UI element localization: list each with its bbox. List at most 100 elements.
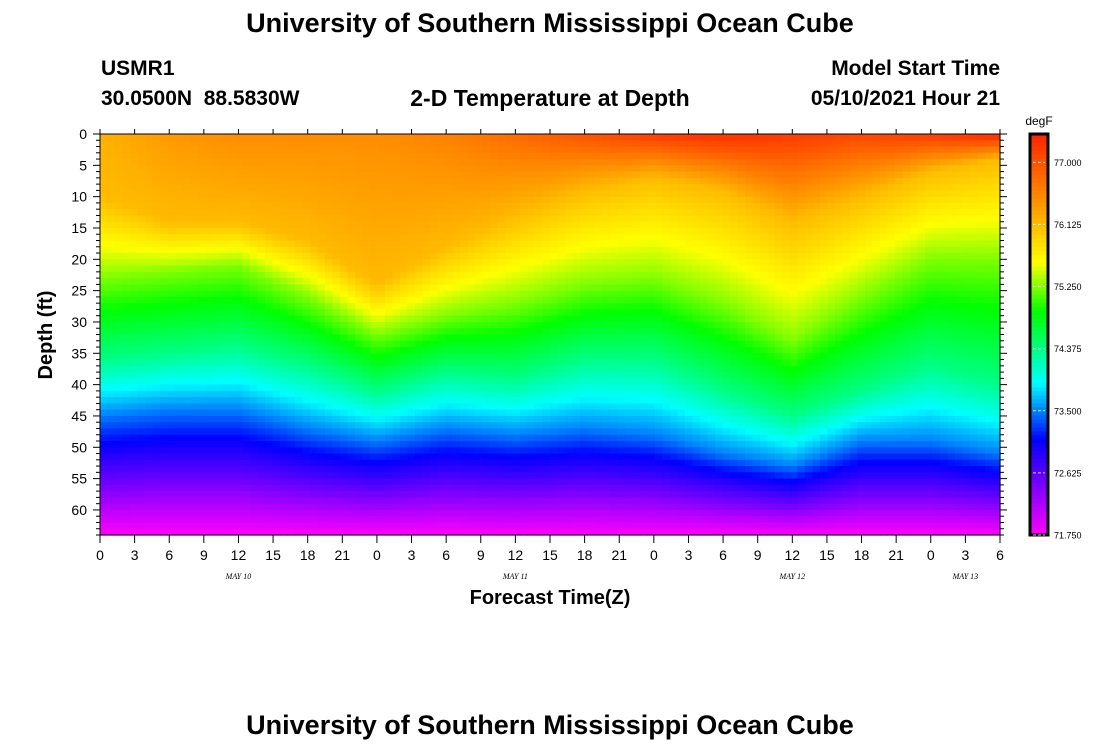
heatmap-cell (640, 428, 649, 436)
heatmap-cell (490, 453, 499, 461)
heatmap-cell (205, 415, 214, 423)
heatmap-cell (122, 271, 131, 279)
heatmap-cell (167, 315, 176, 323)
heatmap-cell (130, 347, 139, 354)
heatmap-cell (370, 415, 379, 423)
heatmap-cell (182, 378, 191, 386)
heatmap-cell (520, 309, 529, 317)
heatmap-cell (115, 171, 124, 179)
heatmap-cell (115, 165, 124, 173)
heatmap-cell (595, 478, 604, 486)
heatmap-cell (220, 516, 229, 524)
heatmap-cell (235, 484, 244, 492)
heatmap-cell (340, 347, 349, 354)
heatmap-cell (205, 503, 214, 511)
heatmap-cell (550, 152, 559, 160)
heatmap-cell (677, 422, 686, 430)
heatmap-cell (265, 165, 274, 173)
heatmap-cell (332, 359, 341, 367)
heatmap-cell (212, 146, 221, 154)
heatmap-cell (227, 303, 236, 311)
heatmap-cell (182, 284, 191, 292)
heatmap-cell (107, 409, 116, 417)
heatmap-cell (325, 384, 334, 392)
heatmap-cell (670, 491, 679, 499)
heatmap-cell (640, 472, 649, 480)
heatmap-cell (197, 466, 206, 473)
heatmap-cell (100, 215, 109, 223)
heatmap-cell (610, 265, 619, 273)
heatmap-cell (242, 190, 251, 198)
heatmap-cell (167, 265, 176, 273)
heatmap-cell (385, 165, 394, 173)
heatmap-cell (497, 165, 506, 173)
heatmap-cell (190, 365, 199, 373)
heatmap-cell (205, 284, 214, 292)
heatmap-cell (542, 284, 551, 292)
heatmap-cell (595, 196, 604, 204)
heatmap-cell (452, 271, 461, 279)
heatmap-cell (340, 497, 349, 505)
heatmap-cell (257, 140, 266, 148)
heatmap-cell (655, 221, 664, 229)
heatmap-cell (670, 184, 679, 191)
heatmap-cell (332, 321, 341, 329)
heatmap-cell (655, 459, 664, 467)
heatmap-cell (520, 284, 529, 292)
heatmap-cell (527, 466, 536, 473)
heatmap-cell (310, 484, 319, 492)
heatmap-cell (475, 234, 484, 242)
heatmap-cell (167, 253, 176, 260)
heatmap-cell (602, 516, 611, 524)
heatmap-cell (595, 347, 604, 354)
heatmap-cell (617, 234, 626, 242)
heatmap-cell (302, 290, 311, 298)
heatmap-cell (295, 303, 304, 311)
heatmap-cell (677, 459, 686, 467)
heatmap-cell (167, 321, 176, 329)
heatmap-cell (437, 447, 446, 455)
heatmap-cell (407, 278, 416, 285)
heatmap-cell (452, 152, 461, 160)
heatmap-cell (662, 353, 671, 361)
heatmap-cell (655, 503, 664, 511)
heatmap-cell (250, 441, 259, 448)
heatmap-cell (452, 190, 461, 198)
heatmap-cell (295, 190, 304, 198)
heatmap-cell (520, 253, 529, 260)
heatmap-cell (655, 202, 664, 210)
heatmap-cell (355, 516, 364, 524)
heatmap-cell (197, 491, 206, 499)
heatmap-cell (115, 140, 124, 148)
heatmap-cell (377, 447, 386, 455)
heatmap-cell (220, 478, 229, 486)
heatmap-cell (310, 259, 319, 267)
heatmap-cell (512, 453, 521, 461)
heatmap-cell (497, 152, 506, 160)
heatmap-cell (595, 240, 604, 248)
heatmap-cell (460, 491, 469, 499)
heatmap-cell (235, 215, 244, 223)
heatmap-cell (670, 196, 679, 204)
heatmap-cell (145, 491, 154, 499)
heatmap-cell (505, 290, 514, 298)
heatmap-cell (430, 221, 439, 229)
heatmap-cell (115, 453, 124, 461)
heatmap-cell (617, 497, 626, 505)
heatmap-cell (527, 378, 536, 386)
heatmap-cell (520, 347, 529, 354)
heatmap-cell (197, 365, 206, 373)
heatmap-cell (280, 196, 289, 204)
heatmap-cell (670, 453, 679, 461)
heatmap-cell (122, 522, 131, 530)
heatmap-cell (662, 152, 671, 160)
heatmap-cell (167, 152, 176, 160)
heatmap-cell (647, 278, 656, 285)
heatmap-cell (497, 359, 506, 367)
heatmap-cell (310, 140, 319, 148)
heatmap-cell (640, 234, 649, 242)
heatmap-cell (115, 240, 124, 248)
heatmap-cell (550, 309, 559, 317)
heatmap-cell (167, 196, 176, 204)
heatmap-cell (610, 290, 619, 298)
